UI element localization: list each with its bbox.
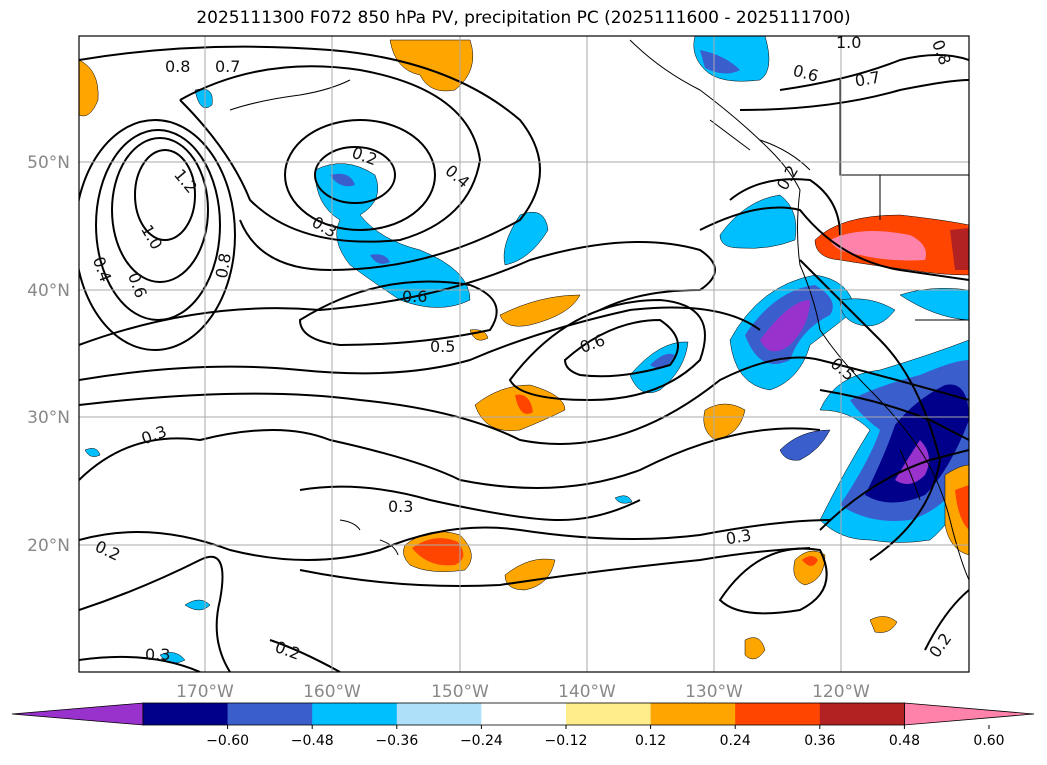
contour-label: 0.3 [145,645,170,664]
plot-frame [78,35,970,673]
contour-label: 0.8 [212,251,235,279]
colorbar-tick-label: −0.60 [206,733,249,749]
contour-label: 0.5 [430,337,455,356]
colorbar-tick-label: −0.48 [291,733,334,749]
lon-label-140w: 140°W [558,682,616,702]
latitude-labels: 50°N 40°N 30°N 20°N [27,153,70,556]
map-title: 2025111300 F072 850 hPa PV, precipitatio… [196,8,851,28]
colorbar-segment [481,703,567,725]
pv-contours [79,45,969,672]
contour-label: 1.0 [836,33,861,52]
colorbar-extend-high [904,702,1035,726]
colorbar-tick-label: 0.36 [804,733,835,749]
colorbar-segment [227,703,313,725]
contour-label: 0.3 [388,497,413,516]
colorbar-tick-label: −0.36 [375,733,418,749]
colorbar-segment [312,703,398,725]
lat-label-40n: 40°N [27,281,70,301]
contour-label: 0.6 [402,287,427,306]
colorbar-tick-label: −0.24 [460,733,503,749]
lon-label-160w: 160°W [303,682,361,702]
lon-label-120w: 120°W [812,682,870,702]
colorbar-frame [142,702,905,726]
contour-label: 0.3 [724,525,752,548]
lon-label-150w: 150°W [431,682,489,702]
graticule [79,36,969,672]
contour-label-group: 0.8 0.7 1.2 1.0 0.4 0.6 0.8 0.2 0.3 0.4 … [89,33,956,664]
contour-label: 0.7 [215,57,240,76]
lon-label-130w: 130°W [685,682,743,702]
colorbar-segment [650,703,736,725]
lat-label-30n: 30°N [27,408,70,428]
colorbar-segment [819,703,905,725]
contour-label: 0.7 [853,67,881,90]
colorbar-segment [396,703,482,725]
contour-label: 0.8 [165,57,190,76]
colorbar-segment [735,703,821,725]
lon-label-170w: 170°W [176,682,234,702]
colorbar-tick-label: 0.24 [720,733,751,749]
colorbar-segment [566,703,652,725]
lat-label-50n: 50°N [27,153,70,173]
longitude-labels: 170°W 160°W 150°W 140°W 130°W 120°W [176,682,870,702]
colorbar-tick-label: 0.60 [973,733,1004,749]
colorbar-extend-low [11,702,144,726]
colorbar-tick-label: 0.12 [635,733,666,749]
colorbar-tick-label: −0.12 [545,733,588,749]
colorbar-tick-label: 0.48 [889,733,920,749]
colorbar: −0.60 −0.48 −0.36 −0.24 −0.12 0.12 0.24 0.36 0.4… [11,702,1035,749]
map-layers [79,36,969,672]
coastlines [229,39,969,581]
colorbar-segment [143,703,229,725]
lat-label-20n: 20°N [27,536,70,556]
